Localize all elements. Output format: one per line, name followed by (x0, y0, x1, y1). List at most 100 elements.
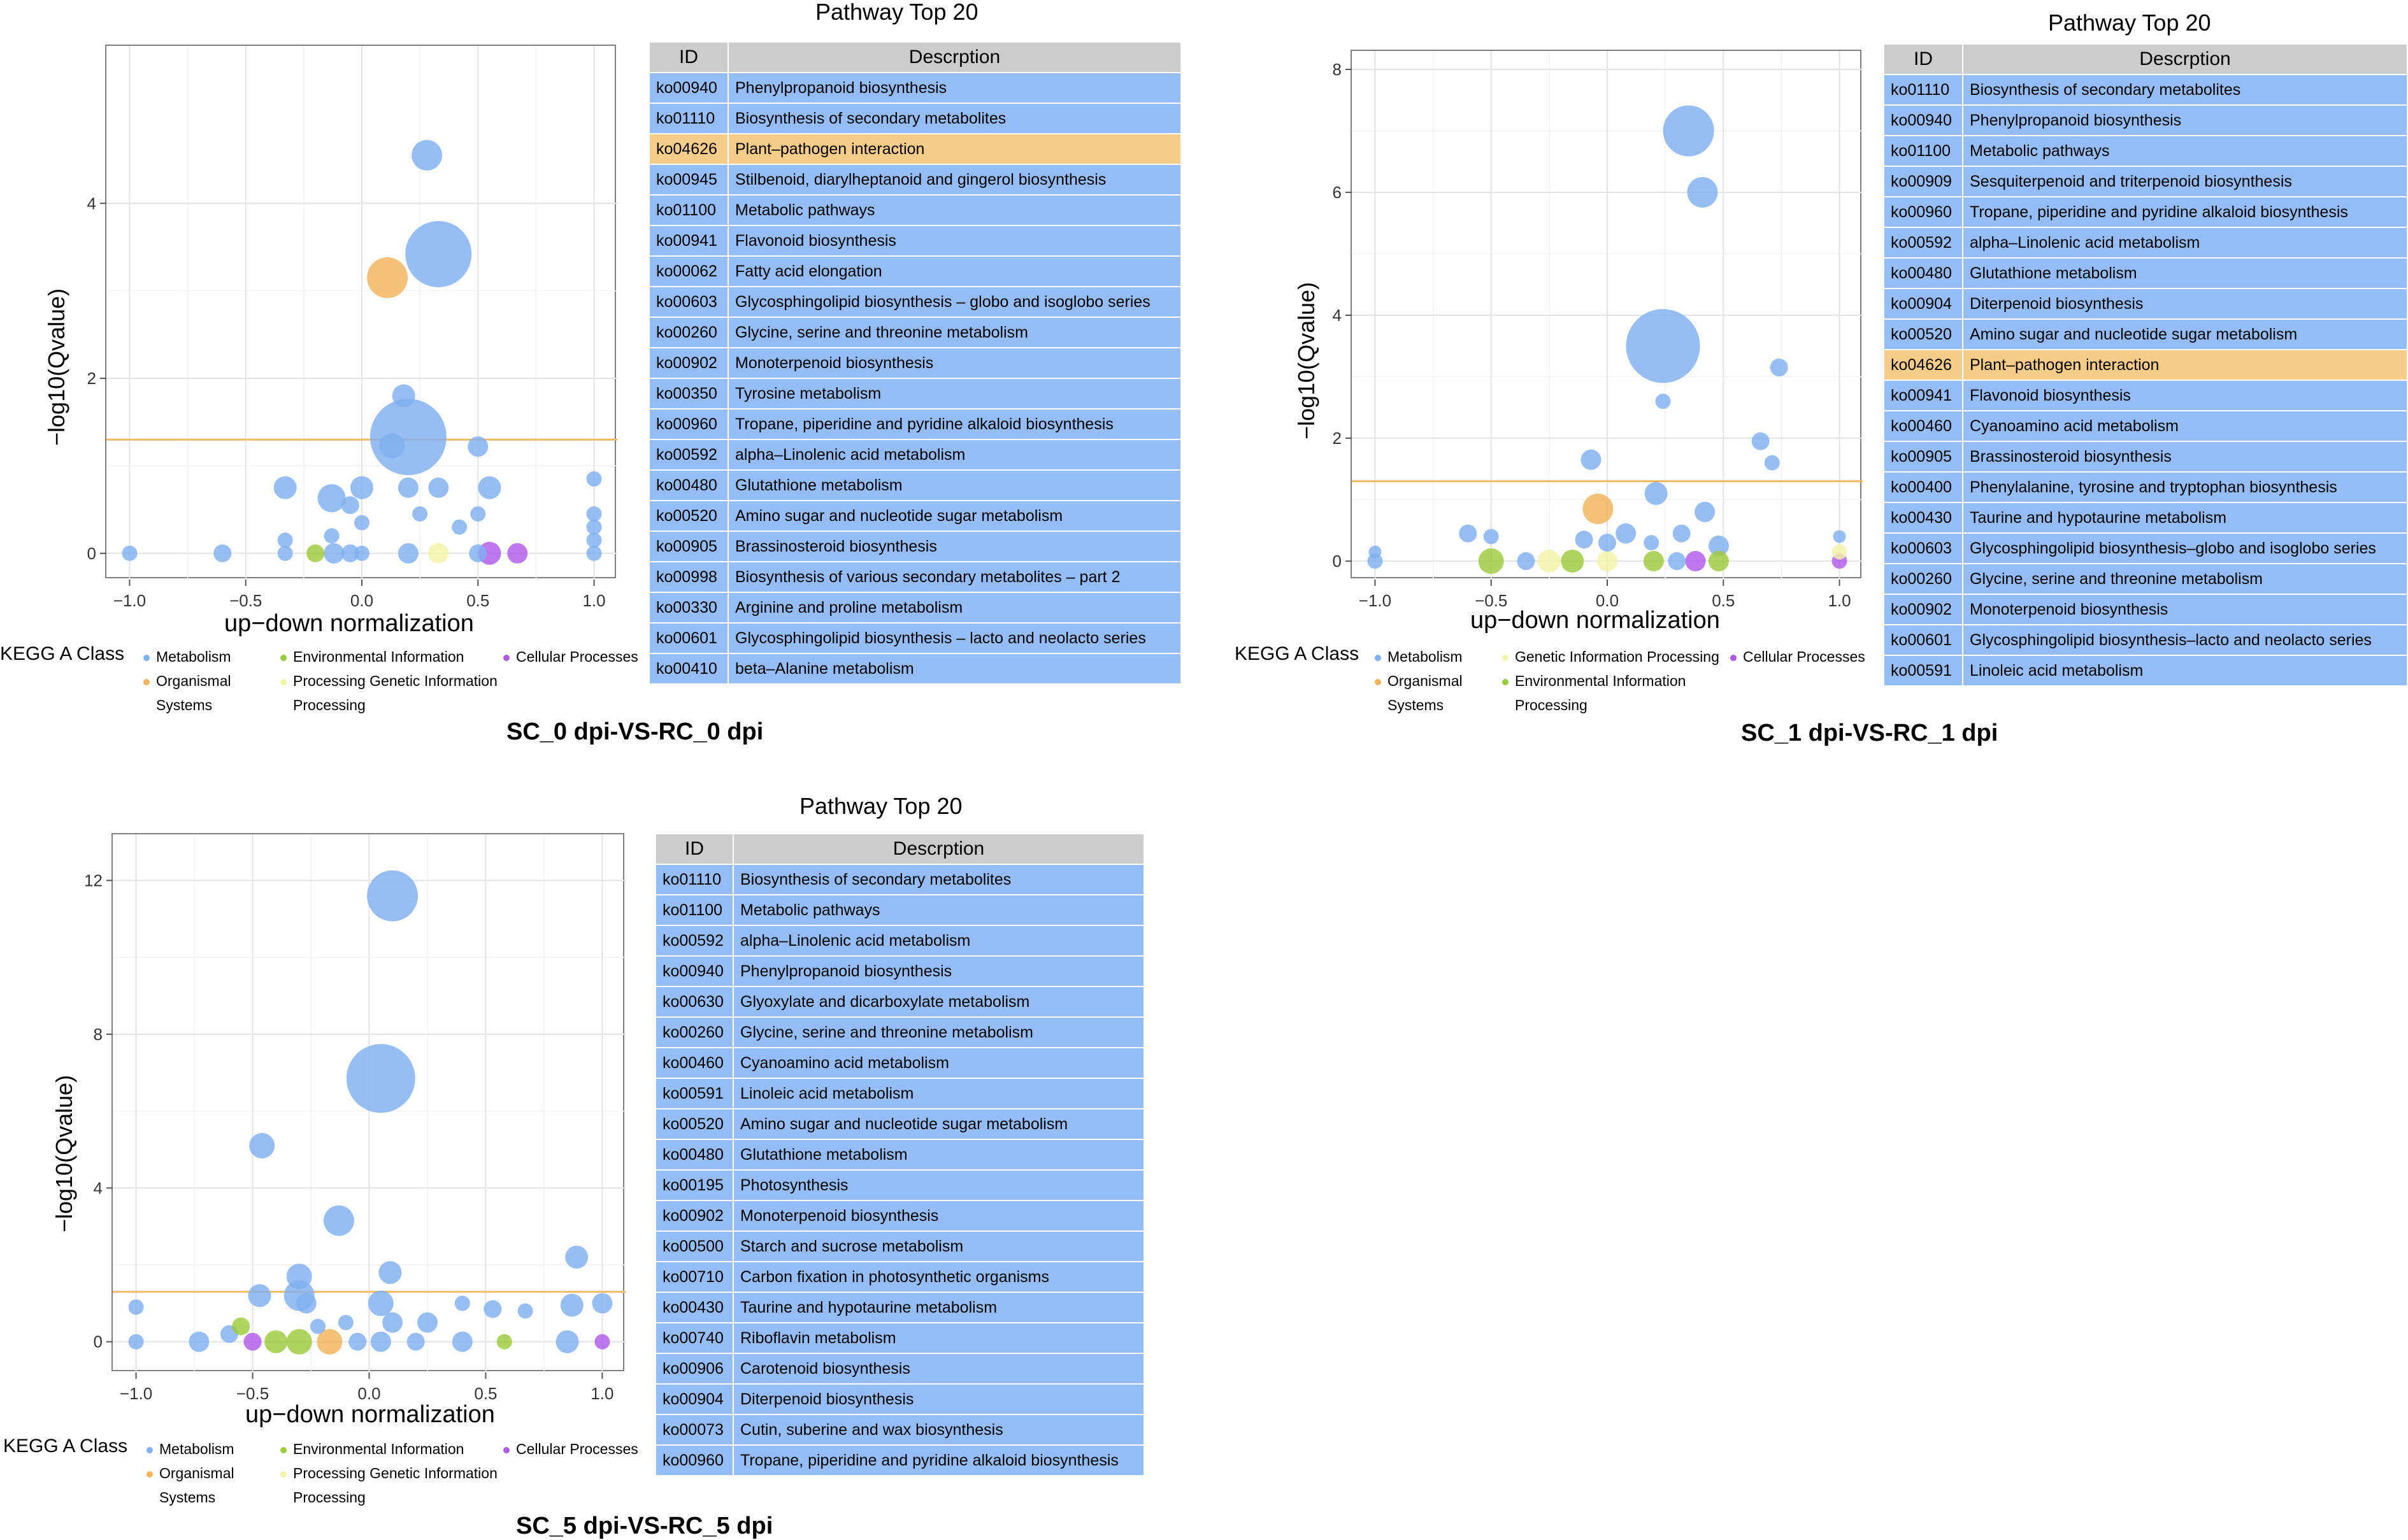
data-point (1580, 449, 1602, 470)
pathway-id: ko00940 (650, 72, 729, 103)
data-point (310, 1318, 326, 1334)
data-point (1644, 535, 1659, 551)
x-tick-label: 0.5 (474, 1384, 497, 1403)
pathway-description: Monoterpenoid biosynthesis (1963, 594, 2408, 624)
data-point (560, 1294, 584, 1317)
pathway-description: Biosynthesis of various secondary metabo… (729, 561, 1182, 592)
pathway-id: ko00740 (656, 1322, 734, 1353)
pathway-id: ko00195 (656, 1169, 734, 1200)
table-row: ko01100 Metabolic pathways (1884, 135, 2408, 166)
table-row: ko00940 Phenylpropanoid biosynthesis (1884, 104, 2408, 135)
pathway-id: ko01110 (650, 103, 729, 133)
pathway-id: ko00902 (1884, 594, 1963, 624)
pathway-description: Phenylpropanoid biosynthesis (1963, 104, 2408, 135)
pathway-id: ko00592 (650, 439, 729, 469)
data-point (1644, 481, 1668, 505)
pathway-table: ID Descrption ko01110 Biosynthesis of secon… (1884, 45, 2408, 685)
pathway-description: Carotenoid biosynthesis (734, 1353, 1145, 1383)
y-tick-label: 0 (94, 1332, 103, 1351)
data-point (323, 1205, 354, 1236)
data-point (417, 1312, 438, 1333)
data-point (392, 384, 415, 408)
x-tick-label: −0.5 (1475, 591, 1507, 610)
y-tick-label: 12 (84, 871, 103, 890)
table-row: ko00400 Phenylalanine, tyrosine and trypt… (1884, 471, 2408, 502)
data-point (1831, 544, 1847, 560)
data-point (586, 519, 602, 535)
data-point (1561, 550, 1584, 573)
data-point (1687, 176, 1718, 208)
table-row: ko00520 Amino sugar and nucleotide sugar … (656, 1108, 1145, 1139)
y-tick-label: 0 (87, 544, 96, 563)
legend-dot (503, 654, 510, 661)
data-point (1517, 552, 1535, 571)
data-point (586, 532, 602, 548)
y-axis-label: −log10(Qvalue) (51, 1074, 77, 1232)
pathway-id: ko04626 (1884, 349, 1963, 380)
pathway-description: alpha–Linolenic acid metabolism (1963, 227, 2408, 257)
pathway-id: ko00460 (656, 1047, 734, 1078)
data-point (1598, 534, 1616, 552)
legend-title: KEGG A Class (0, 643, 125, 664)
table-row: ko00601 Glycosphingolipid biosynthesis–la… (1884, 624, 2408, 655)
pathway-description: alpha–Linolenic acid metabolism (729, 439, 1182, 469)
pathway-description: Brassinosteroid biosynthesis (729, 531, 1182, 561)
data-point (1751, 432, 1770, 450)
table-row: ko00998 Biosynthesis of various secondary… (650, 561, 1182, 592)
data-point (428, 543, 449, 564)
data-point (128, 1334, 144, 1350)
table-row: ko00960 Tropane, piperidine and pyridine … (1884, 196, 2408, 227)
legend-item-metabolism: Metabolism (143, 645, 231, 669)
data-point (592, 1293, 613, 1314)
header-description: Descrption (734, 834, 1145, 864)
data-point (306, 544, 325, 562)
data-point (189, 1331, 210, 1352)
pathway-description: beta–Alanine metabolism (729, 653, 1182, 683)
legend-item-environmental: Environmental Information (280, 645, 464, 669)
table-row: ko00592 alpha–Linolenic acid metabolism (1884, 227, 2408, 257)
pathway-description: Glutathione metabolism (729, 469, 1182, 500)
pathway-description: Phenylpropanoid biosynthesis (734, 955, 1145, 986)
table-row: ko00260 Glycine, serine and threonine met… (656, 1016, 1145, 1047)
x-tick-label: −0.5 (229, 591, 262, 610)
legend-dot (280, 1446, 287, 1453)
header-id: ID (656, 834, 734, 864)
data-point (382, 1312, 403, 1333)
pathway-description: Tropane, piperidine and pyridine alkaloi… (729, 408, 1182, 439)
table-row: ko00460 Cyanoamino acid metabolism (656, 1047, 1145, 1078)
pathway-description: Cutin, suberine and wax biosynthesis (734, 1414, 1145, 1444)
pathway-id: ko00630 (656, 986, 734, 1016)
y-axis-label: −log10(Qvalue) (1293, 282, 1319, 439)
table-row: ko00909 Sesquiterpenoid and triterpenoid … (1884, 166, 2408, 196)
chart-caption: SC_1 dpi-VS-RC_1 dpi (1741, 720, 1998, 746)
table-row: ko00904 Diterpenoid biosynthesis (1884, 288, 2408, 318)
table-row: ko00480 Glutathione metabolism (1884, 257, 2408, 288)
pathway-description: Starch and sucrose metabolism (734, 1230, 1145, 1261)
table-row: ko00710 Carbon fixation in photosynthetic… (656, 1261, 1145, 1292)
panel-title: Pathway Top 20 (815, 0, 978, 25)
table-row: ko00902 Monoterpenoid biosynthesis (650, 347, 1182, 378)
pathway-id: ko00430 (656, 1292, 734, 1322)
data-point (368, 1290, 394, 1316)
pathway-description: Taurine and hypotaurine metabolism (734, 1292, 1145, 1322)
x-tick-label: 0.0 (357, 1384, 380, 1403)
pathway-id: ko00603 (1884, 532, 1963, 563)
pathway-description: Diterpenoid biosynthesis (734, 1383, 1145, 1414)
data-point (1833, 530, 1846, 543)
legend-dot (143, 678, 150, 685)
y-tick-label: 8 (94, 1025, 103, 1044)
pathway-id: ko00520 (650, 500, 729, 531)
x-tick-label: 0.0 (350, 591, 373, 610)
pathway-id: ko00400 (1884, 471, 1963, 502)
pathway-id: ko00460 (1884, 410, 1963, 441)
pathway-id: ko00591 (1884, 655, 1963, 685)
data-point (412, 139, 443, 171)
pathway-id: ko00960 (1884, 196, 1963, 227)
pathway-description: Tropane, piperidine and pyridine alkaloi… (1963, 196, 2408, 227)
pathway-id: ko00410 (650, 653, 729, 683)
table-row: ko00902 Monoterpenoid biosynthesis (1884, 594, 2408, 624)
pathway-id: ko00960 (656, 1444, 734, 1475)
legend-item-metabolism: Metabolism (147, 1437, 234, 1461)
pathway-description: Amino sugar and nucleotide sugar metabol… (1963, 318, 2408, 349)
legend-item-environmental: Environmental Information (1502, 669, 1686, 693)
